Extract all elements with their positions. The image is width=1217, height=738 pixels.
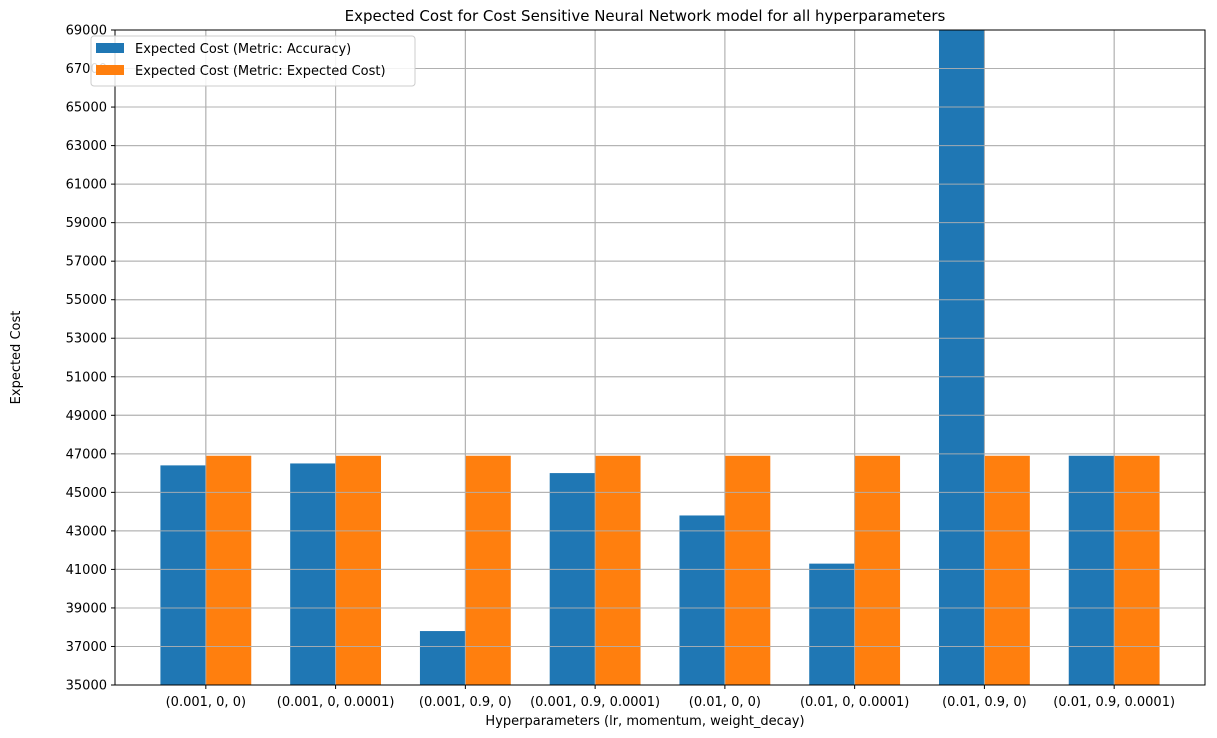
bars <box>160 30 1160 685</box>
y-tick-label: 63000 <box>66 139 107 154</box>
bar-accuracy <box>938 30 985 685</box>
y-tick-label: 61000 <box>66 178 107 193</box>
bar-expected-cost <box>465 455 511 685</box>
bar-expected-cost <box>595 455 641 685</box>
chart-title: Expected Cost for Cost Sensitive Neural … <box>345 7 946 25</box>
y-tick-label: 41000 <box>66 563 107 578</box>
y-tick-label: 37000 <box>66 640 107 655</box>
y-tick-label: 47000 <box>66 447 107 462</box>
x-axis-label: Hyperparameters (lr, momentum, weight_de… <box>485 714 804 729</box>
y-tick-label: 35000 <box>66 679 107 694</box>
y-tick-label: 53000 <box>66 332 107 347</box>
x-tick-label: (0.01, 0, 0.0001) <box>800 695 909 710</box>
bar-accuracy <box>679 515 725 685</box>
y-tick-label: 57000 <box>66 255 107 270</box>
y-axis-ticks: 35000 37000 39000 41000 43000 45000 47000 49000… <box>66 24 115 694</box>
x-tick-label: (0.01, 0, 0) <box>689 695 761 710</box>
legend-label-accuracy: Expected Cost (Metric: Accuracy) <box>135 42 351 57</box>
y-tick-label: 55000 <box>66 293 107 308</box>
x-tick-label: (0.001, 0, 0.0001) <box>277 695 395 710</box>
plot-frame <box>114 29 1206 686</box>
bar-expected-cost <box>984 455 1030 685</box>
bar-expected-cost <box>1114 455 1160 685</box>
legend: Expected Cost (Metric: Accuracy) Expecte… <box>90 35 416 87</box>
bar-accuracy <box>290 463 336 685</box>
y-tick-label: 51000 <box>66 370 107 385</box>
bar-expected-cost <box>854 455 901 685</box>
bar-accuracy <box>549 473 596 685</box>
x-tick-label: (0.001, 0.9, 0.0001) <box>530 695 660 710</box>
legend-swatch-accuracy <box>96 43 124 53</box>
bar-expected-cost <box>335 455 382 685</box>
legend-swatch-expected-cost <box>96 65 124 75</box>
y-tick-label: 49000 <box>66 409 107 424</box>
grid-lines-overlay <box>115 29 1205 686</box>
x-axis-ticks: (0.001, 0, 0) (0.001, 0, 0.0001) (0.001, 0… <box>166 685 1175 710</box>
bar-accuracy <box>419 631 466 685</box>
y-tick-label: 65000 <box>66 101 107 116</box>
bar-accuracy <box>1068 455 1115 685</box>
bar-accuracy <box>160 465 206 685</box>
y-tick-label: 45000 <box>66 486 107 501</box>
bar-expected-cost <box>724 455 771 685</box>
x-tick-label: (0.01, 0.9, 0.0001) <box>1053 695 1175 710</box>
grid-lines <box>115 29 1205 686</box>
y-tick-label: 69000 <box>66 24 107 39</box>
y-tick-label: 43000 <box>66 524 107 539</box>
bar-accuracy <box>809 563 855 685</box>
bar-expected-cost <box>205 455 252 685</box>
y-tick-label: 39000 <box>66 601 107 616</box>
x-tick-label: (0.001, 0, 0) <box>166 695 246 710</box>
legend-frame <box>90 35 416 87</box>
y-axis-label: Expected Cost <box>9 311 24 405</box>
y-tick-label: 59000 <box>66 216 107 231</box>
x-tick-label: (0.001, 0.9, 0) <box>419 695 512 710</box>
x-tick-label: (0.01, 0.9, 0) <box>942 695 1027 710</box>
legend-label-expected-cost: Expected Cost (Metric: Expected Cost) <box>135 64 386 79</box>
